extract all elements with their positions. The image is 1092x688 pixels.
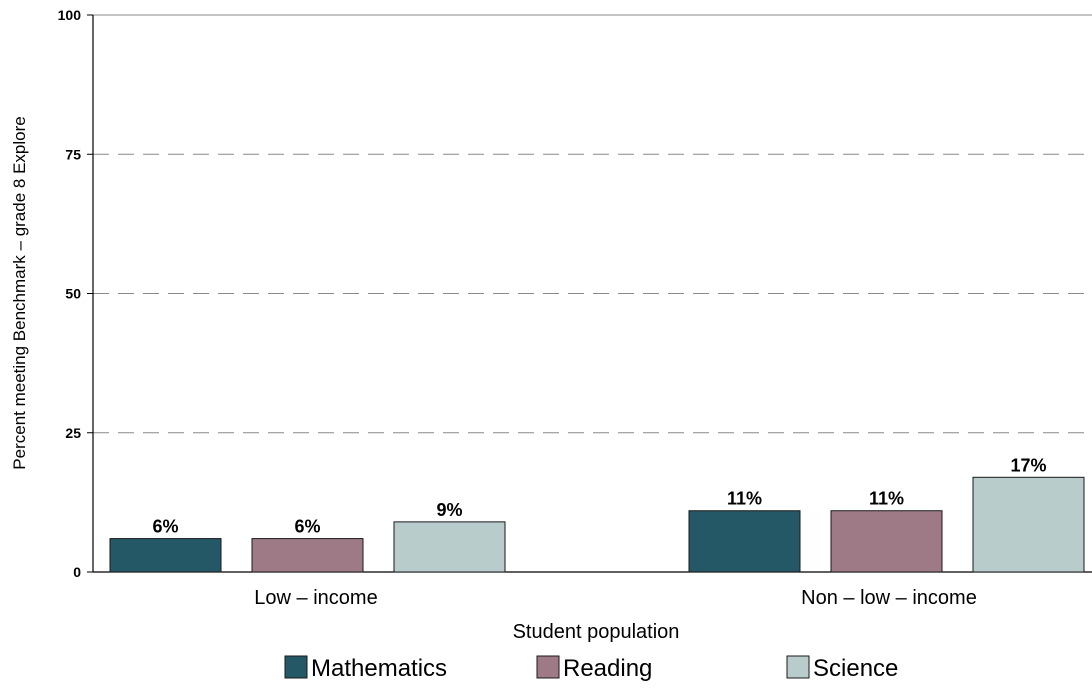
y-tick-label: 50 bbox=[65, 286, 81, 302]
legend-item: Mathematics bbox=[284, 655, 447, 682]
legend-item: Reading bbox=[536, 655, 652, 682]
bar-value-label: 6% bbox=[294, 517, 320, 537]
bar bbox=[972, 476, 1085, 573]
y-tick-label: 0 bbox=[73, 564, 81, 580]
bar-value-label: 6% bbox=[152, 517, 178, 537]
bar-value-label: 17% bbox=[1010, 455, 1046, 475]
legend: Mathematics Reading Science bbox=[284, 655, 898, 682]
legend-label: Science bbox=[813, 655, 898, 682]
bar bbox=[109, 538, 222, 573]
legend-swatch bbox=[536, 655, 560, 679]
category-label: Low – income bbox=[254, 587, 377, 609]
y-tick-label: 100 bbox=[58, 7, 82, 23]
legend-label: Reading bbox=[563, 655, 652, 682]
legend-label: Mathematics bbox=[311, 655, 447, 682]
bar bbox=[830, 510, 943, 573]
x-axis-title: Student population bbox=[513, 621, 680, 643]
bar-value-label: 9% bbox=[436, 500, 462, 520]
bar bbox=[393, 521, 506, 573]
bar bbox=[688, 510, 801, 573]
legend-item: Science bbox=[786, 655, 898, 682]
bar bbox=[251, 538, 364, 573]
category-label: Non – low – income bbox=[801, 587, 977, 609]
axes: 0 25 50 75 100 bbox=[58, 7, 1092, 580]
bar-value-label: 11% bbox=[727, 489, 762, 509]
y-tick-label: 75 bbox=[65, 146, 81, 162]
bar-value-label: 11% bbox=[869, 489, 904, 509]
y-tick-label: 25 bbox=[65, 425, 81, 441]
data-labels: Low – income 6% 6% 9% Non – low – income 11% 1… bbox=[152, 455, 1046, 609]
bars bbox=[109, 476, 1085, 573]
y-axis-title: Percent meeting Benchmark – grade 8 Expl… bbox=[10, 116, 29, 469]
legend-swatch bbox=[786, 655, 810, 679]
gridlines bbox=[93, 14, 1092, 434]
legend-swatch bbox=[284, 655, 308, 679]
